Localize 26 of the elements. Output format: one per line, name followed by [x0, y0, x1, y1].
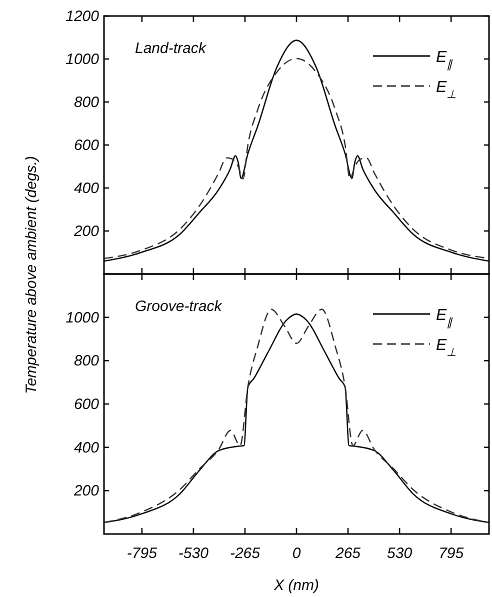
x-tick-label: 795	[438, 545, 464, 562]
annotation: Groove-track	[135, 298, 224, 315]
legend-label: E$_{∥}$	[436, 307, 454, 329]
y-tick-label: 600	[74, 137, 100, 154]
x-tick-label: -265	[230, 545, 261, 562]
y-tick-label: 800	[74, 94, 100, 111]
x-axis-title: X (nm)	[273, 577, 320, 594]
x-tick-label: -795	[126, 545, 158, 562]
y-axis-title: Temperature above ambient (degs.)	[23, 156, 40, 394]
annotation: Land-track	[135, 40, 208, 57]
y-tick-label: 400	[74, 439, 100, 456]
y-tick-label: 1000	[66, 309, 100, 326]
legend-label: E$_{∥}$	[436, 49, 454, 71]
y-tick-label: 1000	[66, 51, 100, 68]
y-tick-label: 400	[74, 180, 100, 197]
x-tick-label: 265	[334, 545, 362, 562]
legend-label: E$_{⊥}$	[436, 79, 457, 101]
legend-label: E$_{⊥}$	[436, 337, 457, 359]
x-tick-label: 0	[292, 545, 302, 562]
y-tick-label: 800	[74, 352, 100, 370]
y-tick-label: 600	[74, 396, 100, 413]
y-tick-label: 1200	[66, 8, 100, 25]
y-tick-label: 200	[72, 223, 100, 240]
x-tick-label: 530	[387, 545, 413, 562]
x-tick-label: -530	[178, 545, 210, 562]
y-tick-label: 200	[72, 482, 100, 500]
